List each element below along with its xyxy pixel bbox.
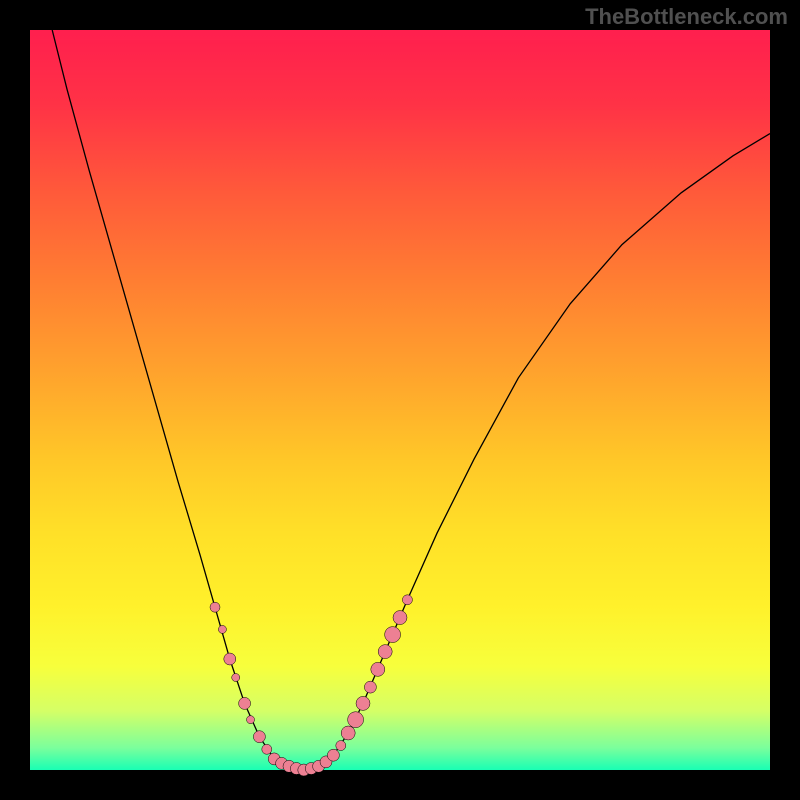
chart-frame: TheBottleneck.com	[0, 0, 800, 800]
data-marker	[364, 681, 376, 693]
data-marker	[393, 611, 407, 625]
chart-svg	[0, 0, 800, 800]
data-marker	[371, 662, 385, 676]
data-marker	[239, 697, 251, 709]
data-marker	[232, 674, 240, 682]
data-marker	[210, 602, 220, 612]
plot-background	[30, 30, 770, 770]
data-marker	[402, 595, 412, 605]
data-marker	[378, 645, 392, 659]
data-marker	[348, 712, 364, 728]
data-marker	[247, 716, 255, 724]
data-marker	[224, 653, 236, 665]
data-marker	[218, 625, 226, 633]
data-marker	[327, 749, 339, 761]
data-marker	[253, 731, 265, 743]
data-marker	[336, 741, 346, 751]
data-marker	[341, 726, 355, 740]
data-marker	[262, 744, 272, 754]
data-marker	[356, 696, 370, 710]
data-marker	[385, 627, 401, 643]
